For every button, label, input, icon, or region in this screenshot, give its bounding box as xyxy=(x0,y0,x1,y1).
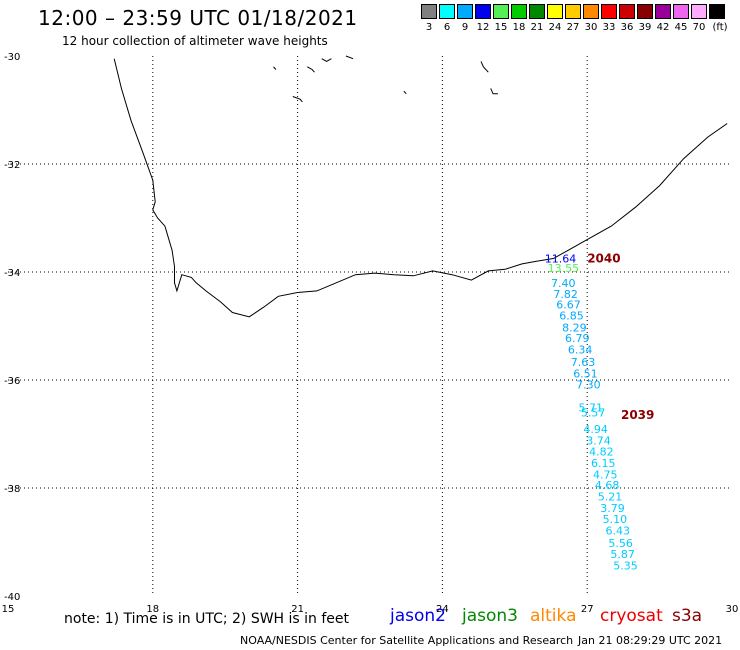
legend-jason3: jason3 xyxy=(462,606,518,626)
color-scale-swatch xyxy=(601,4,617,19)
page-subtitle: 12 hour collection of altimeter wave hei… xyxy=(62,34,328,48)
wave-height-label: 6.85 xyxy=(559,310,584,323)
lat-tick-label: -38 xyxy=(4,484,20,495)
island xyxy=(292,96,303,103)
wave-height-label: 4.82 xyxy=(589,446,614,459)
island xyxy=(307,66,315,73)
color-scale-label: 45 xyxy=(674,22,688,33)
color-scale-swatch xyxy=(655,4,671,19)
color-scale-swatch xyxy=(529,4,545,19)
legend-s3a: s3a xyxy=(672,606,703,626)
wave-height-label: 8.29 xyxy=(562,321,587,334)
pass-time-label: 2039 xyxy=(621,408,654,422)
wave-height-label: 5.56 xyxy=(608,537,633,550)
coastline xyxy=(113,58,728,318)
color-scale-label: 36 xyxy=(620,22,634,33)
lon-tick-label: 15 xyxy=(2,604,15,615)
legend-jason2: jason2 xyxy=(390,606,446,626)
wave-height-label: 6.43 xyxy=(606,524,631,537)
lon-tick-label: 24 xyxy=(436,604,449,615)
wave-height-label: 6.34 xyxy=(568,344,593,357)
wave-height-label: 3.74 xyxy=(586,434,611,447)
color-scale-label: 33 xyxy=(602,22,616,33)
lat-tick-label: -32 xyxy=(4,160,20,171)
lat-tick-label: -34 xyxy=(4,268,20,279)
color-scale-swatch xyxy=(709,4,725,19)
island xyxy=(321,58,332,62)
color-scale-swatch xyxy=(565,4,581,19)
credit-line: NOAA/NESDIS Center for Satellite Applica… xyxy=(240,634,574,647)
color-scale-swatch xyxy=(511,4,527,19)
wave-height-label: 7.63 xyxy=(571,356,596,369)
color-scale-swatch xyxy=(673,4,689,19)
color-scale-swatch xyxy=(619,4,635,19)
color-scale-label: 21 xyxy=(530,22,544,33)
color-scale-swatch xyxy=(457,4,473,19)
island xyxy=(403,90,407,95)
island xyxy=(490,88,498,95)
wave-height-label: 3.79 xyxy=(600,502,625,515)
color-scale-swatch xyxy=(475,4,491,19)
color-scale-swatch xyxy=(439,4,455,19)
island xyxy=(273,66,277,70)
generated-timestamp: Jan 21 08:29:29 UTC 2021 xyxy=(578,634,723,647)
lon-tick-label: 27 xyxy=(581,604,594,615)
color-scale-label: 27 xyxy=(566,22,580,33)
lon-tick-label: 18 xyxy=(146,604,159,615)
color-scale-swatch xyxy=(583,4,599,19)
wave-height-label: 11.64 xyxy=(545,252,577,265)
color-scale-label: 12 xyxy=(476,22,490,33)
lat-tick-label: -36 xyxy=(4,376,20,387)
island xyxy=(345,55,354,60)
wave-height-label: 5.35 xyxy=(613,560,638,573)
footer-note: note: 1) Time is in UTC; 2) SWH is in fe… xyxy=(64,611,350,627)
legend-cryosat: cryosat xyxy=(600,606,663,626)
color-scale-label: 30 xyxy=(584,22,598,33)
color-scale-label: 6 xyxy=(443,22,451,33)
wave-height-label: 5.21 xyxy=(598,490,623,503)
wave-height-label: 6.51 xyxy=(573,367,598,380)
lat-tick-label: -40 xyxy=(4,592,20,603)
color-scale-label: 15 xyxy=(494,22,508,33)
pass-time-label: 2040 xyxy=(587,251,620,265)
wave-height-label: 13.55 xyxy=(548,262,580,275)
color-scale-label: 24 xyxy=(548,22,562,33)
color-scale-label: 42 xyxy=(656,22,670,33)
wave-height-label: 5.10 xyxy=(603,513,628,526)
wave-height-label: 5.57 xyxy=(581,407,606,420)
legend-altika: altika xyxy=(530,606,577,626)
color-scale-label: 9 xyxy=(461,22,469,33)
color-scale-label: 39 xyxy=(638,22,652,33)
wave-height-label: 7.40 xyxy=(551,277,576,290)
island xyxy=(480,61,489,73)
lon-tick-label: 21 xyxy=(291,604,304,615)
wave-height-label: 4.68 xyxy=(595,479,620,492)
color-scale-label: 3 xyxy=(425,22,433,33)
wave-height-label: 7.30 xyxy=(576,379,601,392)
wave-height-label: 5.71 xyxy=(579,401,604,414)
lon-tick-label: 30 xyxy=(726,604,739,615)
color-scale-swatch xyxy=(421,4,437,19)
color-scale-unit: (ft) xyxy=(712,22,728,33)
color-scale-swatch xyxy=(547,4,563,19)
wave-height-label: 6.15 xyxy=(591,457,616,470)
wave-height-label: 6.67 xyxy=(556,299,581,312)
wave-height-label: 7.82 xyxy=(553,288,578,301)
wave-height-label: 4.94 xyxy=(583,423,608,436)
lat-tick-label: -30 xyxy=(4,52,20,63)
color-scale-swatch xyxy=(493,4,509,19)
wave-height-label: 6.79 xyxy=(565,332,590,345)
color-scale-swatch xyxy=(691,4,707,19)
color-scale-swatch xyxy=(637,4,653,19)
page-title: 12:00 – 23:59 UTC 01/18/2021 xyxy=(38,6,358,30)
wave-height-label: 4.75 xyxy=(593,468,618,481)
wave-height-label: 5.87 xyxy=(610,548,635,561)
color-scale-label: 70 xyxy=(692,22,706,33)
color-scale-label: 18 xyxy=(512,22,526,33)
